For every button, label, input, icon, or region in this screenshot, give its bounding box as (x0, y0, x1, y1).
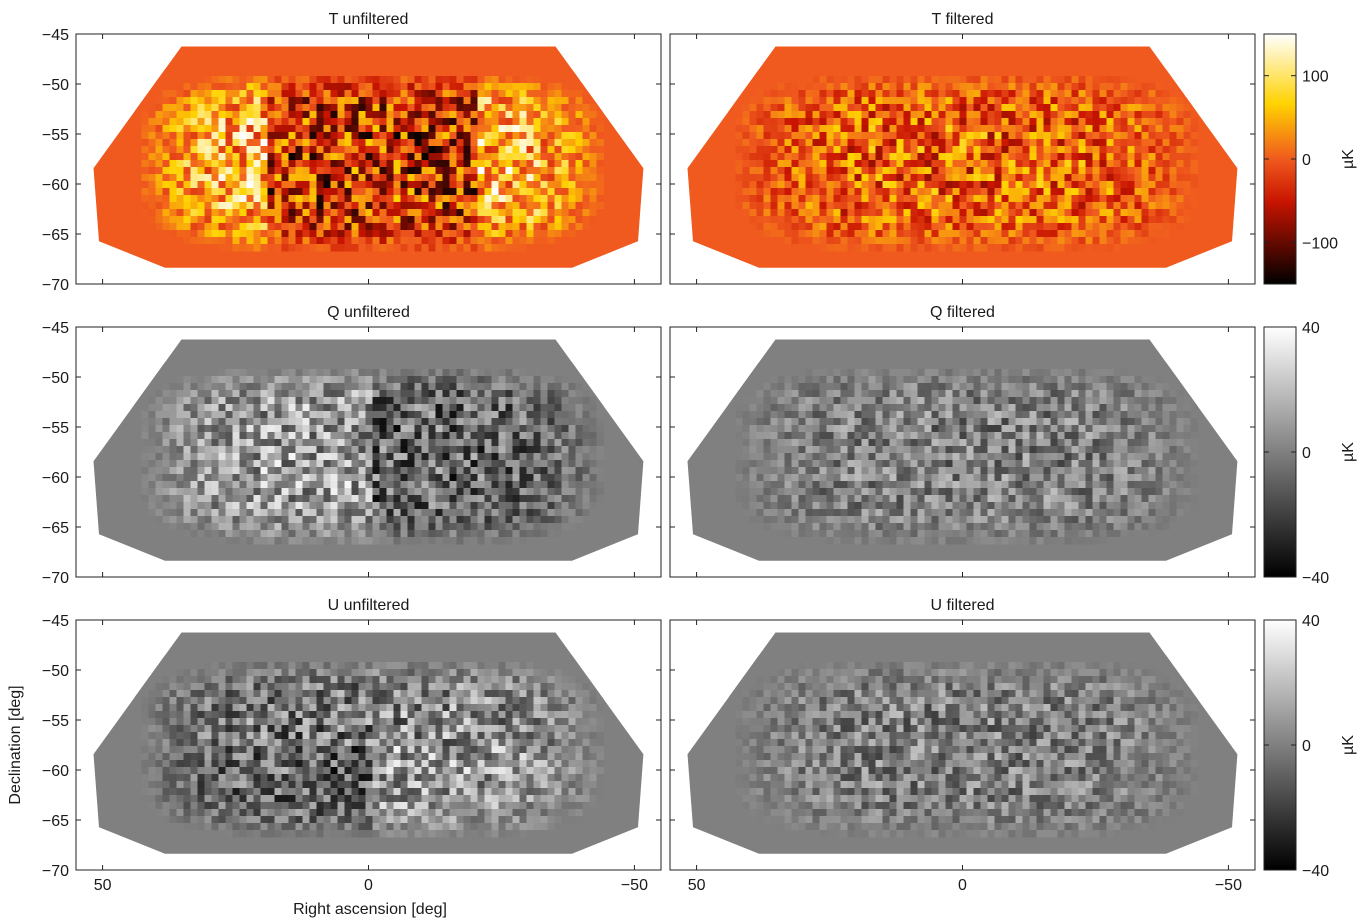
x-axis-label: Right ascension [deg] (293, 901, 447, 918)
map-image (93, 339, 644, 561)
y-tick-label: −70 (42, 570, 69, 587)
panel-title: Q filtered (930, 304, 995, 321)
x-tick-label: 0 (958, 877, 967, 894)
x-tick-label: 50 (688, 877, 706, 894)
y-tick-label: −45 (42, 320, 69, 337)
map-image (687, 46, 1238, 268)
colorbar-unit-label: µK (1340, 149, 1357, 169)
colorbar-tick-label: 0 (1302, 738, 1311, 755)
y-tick-label: −50 (42, 77, 69, 94)
y-tick-label: −65 (42, 520, 69, 537)
y-tick-label: −45 (42, 613, 69, 630)
y-tick-label: −50 (42, 663, 69, 680)
y-tick-label: −70 (42, 277, 69, 294)
panel-title: T unfiltered (329, 11, 409, 28)
y-tick-label: −65 (42, 227, 69, 244)
x-tick-label: 50 (94, 877, 112, 894)
colorbar-tick-label: 0 (1302, 445, 1311, 462)
colorbar-Q: 40 0 −40 µK (1263, 320, 1357, 587)
y-tick-label: −45 (42, 27, 69, 44)
colorbar-unit-label: µK (1340, 735, 1357, 755)
colorbar-gradient (1263, 619, 1297, 871)
colorbar-U: 40 0 −40 µK (1263, 613, 1357, 880)
y-tick-label: −60 (42, 177, 69, 194)
colorbar-gradient (1263, 33, 1297, 285)
y-tick-label: −65 (42, 813, 69, 830)
panel-title: Q unfiltered (327, 304, 410, 321)
colorbar-tick-label: 100 (1302, 69, 1329, 86)
map-image (93, 46, 644, 268)
colorbar-tick-label: 0 (1302, 152, 1311, 169)
colorbar-tick-label: −40 (1302, 863, 1329, 880)
panel-U-filtered: U filtered 50 0 −50 (669, 597, 1256, 894)
panel-U-unfiltered: U unfiltered −45 −50 −55 −60 −65 −70 50 0 −50 (42, 597, 662, 894)
panel-title: U filtered (930, 597, 994, 614)
y-tick-label: −70 (42, 863, 69, 880)
colorbar-tick-label: 40 (1302, 613, 1320, 630)
panel-title: U unfiltered (328, 597, 410, 614)
colorbar-tick-label: −100 (1302, 235, 1338, 252)
map-image (687, 339, 1238, 561)
map-image (93, 632, 644, 854)
y-tick-label: −50 (42, 370, 69, 387)
y-tick-label: −55 (42, 713, 69, 730)
map-image (687, 632, 1238, 854)
x-tick-label: −50 (1215, 877, 1242, 894)
colorbar-unit-label: µK (1340, 442, 1357, 462)
y-tick-label: −60 (42, 763, 69, 780)
x-tick-label: −50 (621, 877, 648, 894)
y-tick-label: −55 (42, 127, 69, 144)
panel-Q-unfiltered: Q unfiltered −45 −50 −55 −60 −65 −70 (42, 304, 662, 587)
colorbar-tick-label: −40 (1302, 570, 1329, 587)
y-axis-label: Declination [deg] (7, 685, 24, 804)
x-tick-label: 0 (364, 877, 373, 894)
panel-T-filtered: T filtered (669, 11, 1256, 285)
colorbar-T: 100 0 −100 µK (1263, 33, 1357, 285)
panel-title: T filtered (932, 11, 994, 28)
colorbar-tick-label: 40 (1302, 320, 1320, 337)
y-tick-label: −55 (42, 420, 69, 437)
y-tick-label: −60 (42, 470, 69, 487)
panel-T-unfiltered: T unfiltered −45 −50 −55 −60 −65 −70 (42, 11, 662, 294)
panel-Q-filtered: Q filtered (669, 304, 1256, 578)
